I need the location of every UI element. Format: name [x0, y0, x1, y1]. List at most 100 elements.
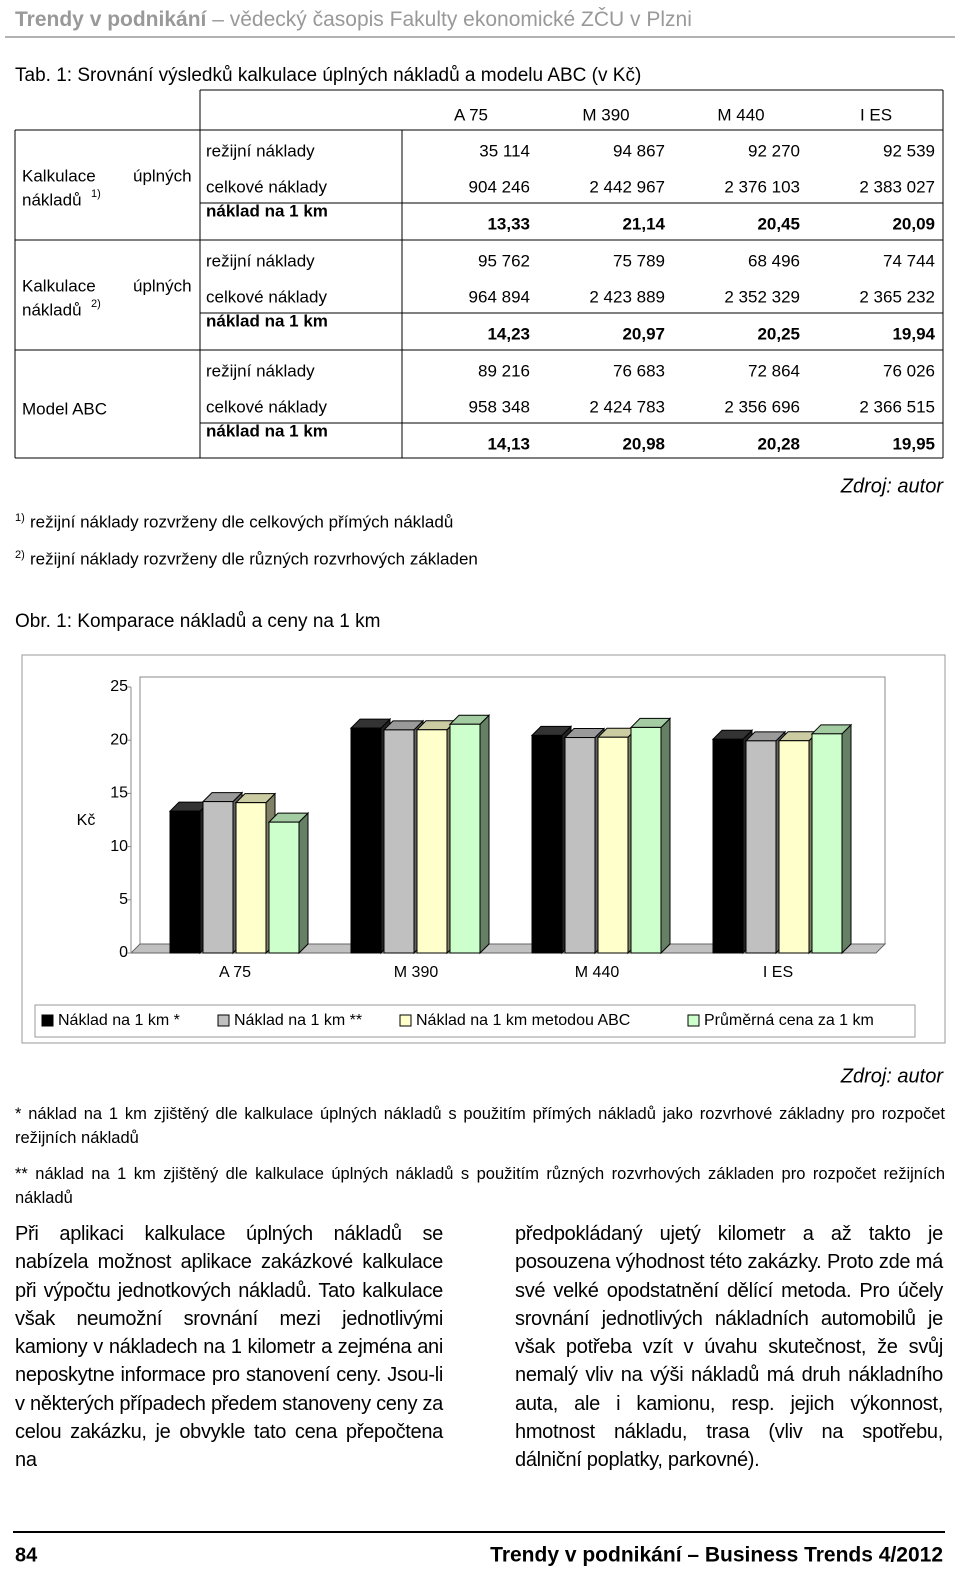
group-label: Kalkulace: [22, 276, 96, 295]
cell-value: 68 496: [748, 251, 800, 270]
group-label-note: 1): [91, 188, 101, 200]
cell-value: 958 348: [469, 397, 530, 416]
column-header: M 440: [717, 105, 764, 124]
bar: [235, 802, 267, 954]
x-tick-label: A 75: [219, 964, 251, 981]
legend-swatch: [687, 1014, 700, 1027]
bar: [169, 810, 201, 954]
cell-value: 94 867: [613, 141, 665, 160]
cell-value: 75 789: [613, 251, 665, 270]
bar: [745, 740, 777, 954]
cell-value: 76 026: [883, 361, 935, 380]
group-label: nákladů: [22, 300, 82, 319]
row-label: celkové náklady: [206, 177, 327, 196]
body-column: předpokládaný ujetý kilometr a až takto …: [515, 1223, 943, 1472]
bar-side: [479, 714, 490, 955]
legend-label: Náklad na 1 km *: [58, 1012, 180, 1029]
x-tick-label: M 390: [394, 964, 439, 981]
bar: [811, 733, 843, 954]
cell-value: 19,95: [892, 434, 935, 453]
cell-value: 35 114: [479, 141, 530, 160]
y-tick-label: 5: [119, 891, 128, 908]
bar: [383, 729, 415, 954]
cell-value: 20,97: [622, 324, 665, 343]
y-tick-label: 20: [110, 731, 128, 748]
legend-label: Průměrná cena za 1 km: [704, 1011, 874, 1029]
body-column: Při aplikaci kalkulace úplných nákladů s…: [15, 1223, 443, 1472]
cell-value: 20,45: [757, 214, 800, 233]
row-label: náklad na 1 km: [206, 201, 328, 220]
bar-side: [841, 723, 852, 955]
cell-value: 904 246: [469, 177, 530, 196]
column-header: M 390: [582, 105, 629, 124]
cell-value: 14,23: [487, 324, 530, 343]
bar-side: [660, 717, 671, 955]
group-label: nákladů: [22, 190, 82, 209]
figure-source: Zdroj: autor: [840, 1065, 945, 1087]
journal-name: Trendy v podnikání: [15, 8, 208, 31]
chart-frame: [21, 654, 946, 1044]
row-label: celkové náklady: [206, 397, 327, 416]
legend-label: Náklad na 1 km metodou ABC: [416, 1012, 630, 1029]
cell-value: 95 762: [478, 251, 530, 270]
bar: [630, 726, 662, 954]
footnote-mark: 2): [15, 549, 25, 561]
figure-note: * náklad na 1 km zjištěný dle kalkulace …: [15, 1105, 945, 1147]
table-source: Zdroj: autor: [840, 475, 945, 497]
cell-value: 2 352 329: [724, 287, 800, 306]
cell-value: 89 216: [478, 361, 530, 380]
table-title: Tab. 1: Srovnání výsledků kalkulace úpln…: [15, 65, 641, 86]
cell-value: 13,33: [487, 214, 530, 233]
cell-value: 92 539: [883, 141, 935, 160]
row-label: režijní náklady: [206, 361, 315, 380]
cell-value: 2 423 889: [589, 287, 665, 306]
group-label-note: 2): [91, 298, 101, 310]
cell-value: 2 365 232: [859, 287, 935, 306]
row-label: režijní náklady: [206, 251, 315, 270]
y-tick-label: 15: [110, 785, 128, 802]
group-label: Kalkulace: [22, 166, 96, 185]
cell-value: 964 894: [469, 287, 530, 306]
footnote-mark: 1): [15, 512, 25, 524]
cell-value: 92 270: [748, 141, 800, 160]
column-header: A 75: [454, 105, 488, 124]
bar: [416, 729, 448, 954]
cell-value: 14,13: [487, 434, 530, 453]
cell-value: 2 383 027: [859, 177, 935, 196]
bar: [778, 740, 810, 954]
cell-value: 21,14: [622, 214, 665, 233]
legend-swatch: [217, 1014, 230, 1027]
row-label: náklad na 1 km: [206, 421, 328, 440]
column-header: I ES: [860, 105, 892, 124]
figure-title: Obr. 1: Komparace nákladů a ceny na 1 km: [15, 611, 380, 632]
row-label: režijní náklady: [206, 141, 315, 160]
bar: [712, 738, 744, 954]
x-tick-label: M 440: [575, 964, 620, 981]
bar: [202, 801, 234, 954]
cell-value: 20,25: [757, 324, 800, 343]
cell-value: 2 442 967: [589, 177, 665, 196]
bar: [268, 821, 300, 954]
cell-value: 2 356 696: [724, 397, 800, 416]
group-label: Model ABC: [22, 399, 107, 418]
running-header: Trendy v podnikání – vědecký časopis Fak…: [15, 8, 692, 31]
group-label-word: úplných: [133, 166, 192, 185]
bar: [350, 727, 382, 954]
cell-value: 19,94: [892, 324, 935, 343]
bar: [564, 737, 596, 954]
footnote-text: režijní náklady rozvrženy dle celkových …: [30, 512, 453, 531]
cell-value: 20,09: [892, 214, 935, 233]
y-tick-label: 10: [110, 838, 128, 855]
cell-value: 2 376 103: [724, 177, 800, 196]
group-label-word: úplných: [133, 276, 192, 295]
row-label: náklad na 1 km: [206, 311, 328, 330]
legend-label: Náklad na 1 km **: [234, 1012, 362, 1029]
legend-swatch: [399, 1014, 412, 1027]
row-label: celkové náklady: [206, 287, 327, 306]
cell-value: 2 424 783: [589, 397, 665, 416]
cell-value: 72 864: [748, 361, 800, 380]
y-tick-label: 0: [119, 944, 128, 961]
bar-side: [298, 811, 309, 955]
